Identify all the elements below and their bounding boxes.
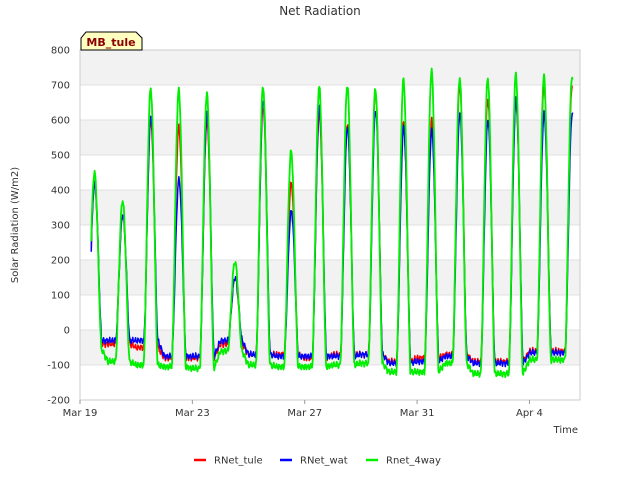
legend-label: Rnet_4way bbox=[386, 456, 441, 467]
series-line-rnet-4way bbox=[90, 67, 574, 378]
plot-band bbox=[80, 155, 580, 190]
site-tag-label: MB_tule bbox=[86, 36, 135, 49]
plot-band bbox=[80, 330, 580, 365]
plot-band bbox=[80, 225, 580, 260]
plot-bands-layer bbox=[80, 50, 580, 400]
y-tick-label: -100 bbox=[47, 361, 70, 372]
y-tick-labels: -200 -100 0 100 200 300 400 500 600 700 800 bbox=[47, 46, 70, 407]
x-tick-label: Apr 4 bbox=[516, 408, 543, 419]
y-tick-label: 600 bbox=[51, 116, 70, 127]
series-layer bbox=[90, 67, 574, 378]
plot-band bbox=[80, 295, 580, 330]
y-axis-title: Solar Radiation (W/m2) bbox=[10, 167, 21, 283]
x-tick-label: Mar 31 bbox=[400, 408, 435, 419]
y-tick-label: 400 bbox=[51, 186, 70, 197]
site-tag: MB_tule bbox=[80, 31, 143, 51]
chart-title: Net Radiation bbox=[279, 4, 361, 18]
x-tick-label: Mar 27 bbox=[287, 408, 322, 419]
y-tick-label: 700 bbox=[51, 81, 70, 92]
plot-band bbox=[80, 190, 580, 225]
legend-label: RNet_tule bbox=[214, 456, 263, 467]
x-axis-title: Time bbox=[553, 425, 578, 436]
plot-band bbox=[80, 260, 580, 295]
plot-band bbox=[80, 85, 580, 120]
plot-band bbox=[80, 120, 580, 155]
site-tag-box bbox=[80, 31, 143, 51]
y-tick-label: -200 bbox=[47, 396, 70, 407]
plot-band bbox=[80, 365, 580, 400]
x-tick-labels: Mar 19 Mar 23 Mar 27 Mar 31 Apr 4 bbox=[63, 400, 543, 419]
plot-band bbox=[80, 50, 580, 85]
y-tick-label: 500 bbox=[51, 151, 70, 162]
legend-label: RNet_wat bbox=[300, 456, 348, 467]
y-tick-label: 200 bbox=[51, 256, 70, 267]
plot-frame bbox=[79, 49, 581, 401]
x-tick-label: Mar 23 bbox=[175, 408, 210, 419]
y-tick-label: 100 bbox=[51, 291, 70, 302]
legend: RNet_tule RNet_wat Rnet_4way bbox=[194, 456, 441, 467]
y-tick-label: 0 bbox=[64, 326, 70, 337]
y-tick-label: 300 bbox=[51, 221, 70, 232]
x-tick-label: Mar 19 bbox=[63, 408, 98, 419]
y-tick-label: 800 bbox=[51, 46, 70, 57]
